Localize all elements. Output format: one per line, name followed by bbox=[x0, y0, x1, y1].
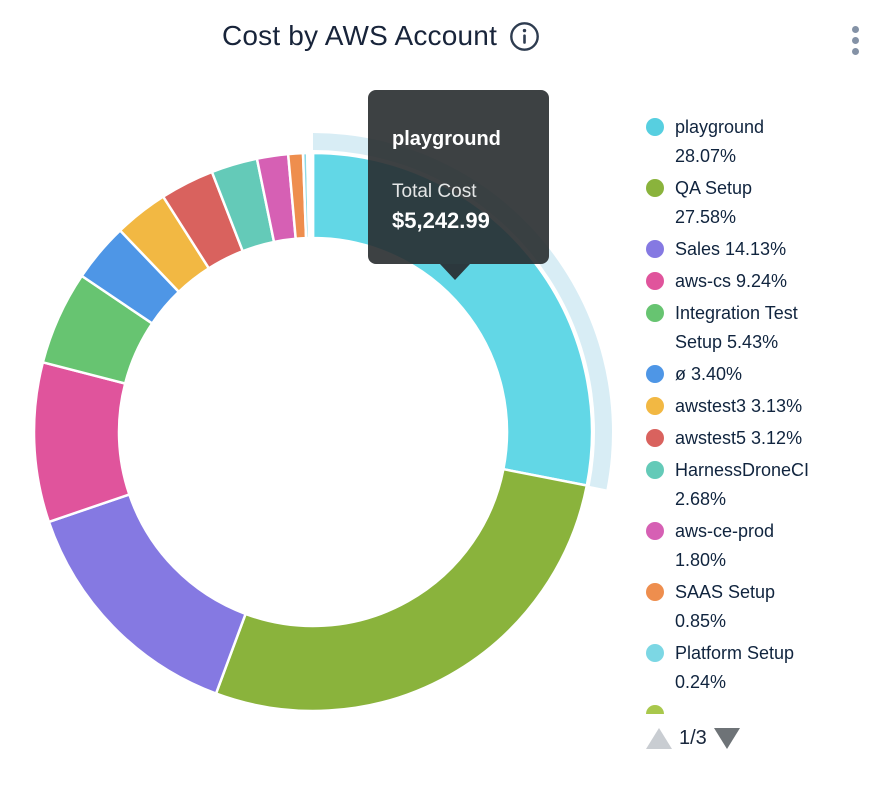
chart-header: Cost by AWS Account bbox=[0, 20, 762, 52]
legend-item-label: awstest5 3.12% bbox=[675, 428, 803, 448]
legend-dot-icon bbox=[646, 272, 664, 290]
legend-dot-icon bbox=[646, 522, 664, 540]
page-title: Cost by AWS Account bbox=[221, 20, 498, 51]
legend-dot-icon bbox=[646, 365, 664, 383]
donut-slice-other-sliver-3[interactable] bbox=[310, 151, 315, 240]
tooltip-label: Total Cost bbox=[392, 181, 477, 202]
page-up-icon[interactable] bbox=[646, 728, 672, 749]
legend-pagination: 1/3 bbox=[646, 727, 740, 750]
legend-item[interactable]: Sales 14.13% bbox=[646, 235, 888, 264]
legend-item[interactable]: SAAS Setup 0.85% bbox=[646, 578, 888, 636]
legend-dot-icon bbox=[646, 240, 664, 258]
donut-slice-sales[interactable] bbox=[47, 492, 248, 696]
legend-dot-icon bbox=[646, 583, 664, 601]
tooltip-value: $5,242.99 bbox=[392, 208, 490, 233]
tooltip-slice-name: playground bbox=[392, 128, 501, 150]
legend-item[interactable]: awstest5 3.12% bbox=[646, 424, 888, 453]
legend-dot-icon bbox=[646, 429, 664, 447]
tooltip-arrow bbox=[440, 264, 470, 280]
page-indicator: 1/3 bbox=[679, 727, 707, 749]
page-down-icon[interactable] bbox=[713, 728, 740, 749]
legend-dot-icon bbox=[646, 461, 664, 479]
legend-item-peek[interactable] bbox=[646, 700, 888, 714]
legend-item-label: playground 28.07% bbox=[675, 117, 765, 166]
legend-item[interactable]: HarnessDroneCI 2.68% bbox=[646, 456, 888, 514]
legend-dot-icon bbox=[646, 644, 664, 662]
legend-item[interactable]: aws-cs 9.24% bbox=[646, 267, 888, 296]
legend-item-label: ø 3.40% bbox=[675, 364, 743, 384]
legend-dot-icon bbox=[646, 179, 664, 197]
chart-legend: playground 28.07% QA Setup 27.58% Sales 14.1… bbox=[646, 113, 888, 714]
legend-dot-icon bbox=[646, 397, 664, 415]
legend-item[interactable]: QA Setup 27.58% bbox=[646, 174, 888, 232]
legend-dot-icon bbox=[646, 304, 664, 322]
legend-item-label: HarnessDroneCI 2.68% bbox=[675, 460, 810, 509]
legend-item-label: aws-cs 9.24% bbox=[675, 271, 788, 291]
legend-item-label: awstest3 3.13% bbox=[675, 396, 803, 416]
legend-item-label: Platform Setup 0.24% bbox=[675, 643, 795, 692]
legend-item[interactable]: awstest3 3.13% bbox=[646, 392, 888, 421]
legend-item[interactable]: ø 3.40% bbox=[646, 360, 888, 389]
legend-item-label: aws-ce-prod 1.80% bbox=[675, 521, 775, 570]
legend-dot-icon bbox=[646, 705, 664, 714]
chart-tooltip: playground Total Cost $5,242.99 bbox=[368, 90, 549, 280]
legend-item-label: Integration Test Setup 5.43% bbox=[675, 303, 798, 352]
legend-dot-icon bbox=[646, 118, 664, 136]
legend-item-label: SAAS Setup 0.85% bbox=[675, 582, 776, 631]
info-icon[interactable] bbox=[509, 21, 540, 52]
donut-slice-aws-cs[interactable] bbox=[32, 360, 131, 524]
legend-item-label: QA Setup 27.58% bbox=[675, 178, 753, 227]
legend-item[interactable]: playground 28.07% bbox=[646, 113, 888, 171]
kebab-menu-icon[interactable] bbox=[850, 26, 860, 55]
legend-item[interactable]: Platform Setup 0.24% bbox=[646, 639, 888, 697]
legend-item[interactable]: aws-ce-prod 1.80% bbox=[646, 517, 888, 575]
donut-slice-qa-setup[interactable] bbox=[214, 467, 589, 713]
legend-item-label: Sales 14.13% bbox=[675, 239, 787, 259]
legend-item[interactable]: Integration Test Setup 5.43% bbox=[646, 299, 888, 357]
